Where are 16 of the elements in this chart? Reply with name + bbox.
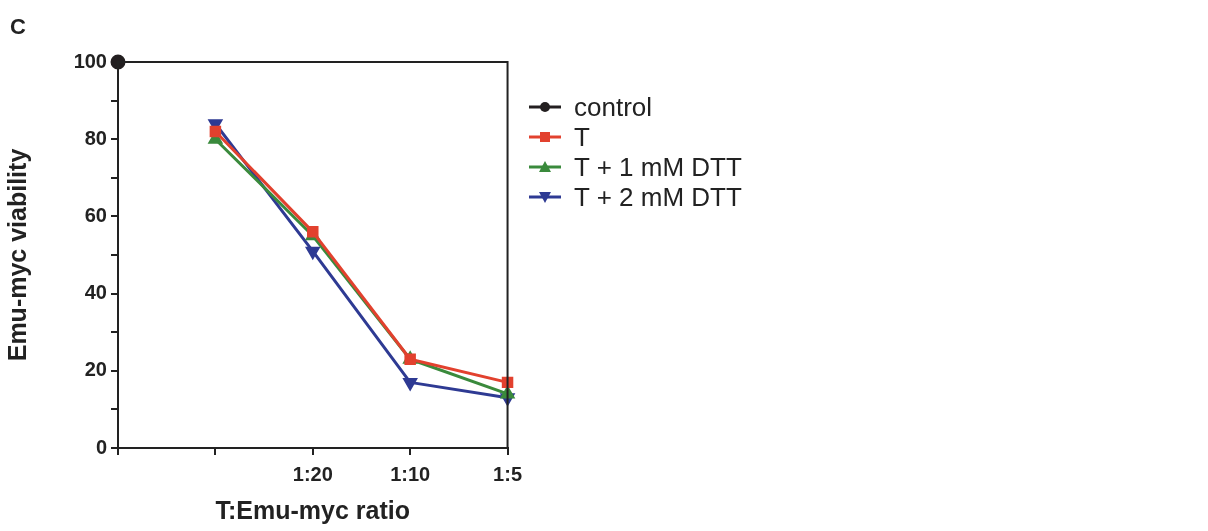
y-tick-label: 60	[84, 203, 107, 226]
legend-label: T + 2 mM DTT	[574, 181, 742, 213]
y-tick-label: 100	[73, 49, 107, 72]
y-axis-title: Emu-myc viability	[2, 148, 31, 362]
legend-label: control	[574, 91, 653, 123]
legend-label: T + 1 mM DTT	[574, 151, 742, 183]
text: C	[10, 14, 26, 40]
x-tick-label: 1:10	[390, 462, 431, 485]
legend-label: T	[574, 121, 590, 153]
y-tick-label: 80	[84, 126, 107, 149]
x-tick-label: 1:20	[292, 462, 333, 485]
y-tick-label: 0	[95, 435, 107, 458]
x-tick-label: 1:5	[493, 462, 522, 485]
y-tick-label: 20	[84, 358, 107, 381]
x-axis-title: T:Emu-myc ratio	[215, 495, 411, 524]
y-tick-label: 40	[84, 281, 107, 304]
